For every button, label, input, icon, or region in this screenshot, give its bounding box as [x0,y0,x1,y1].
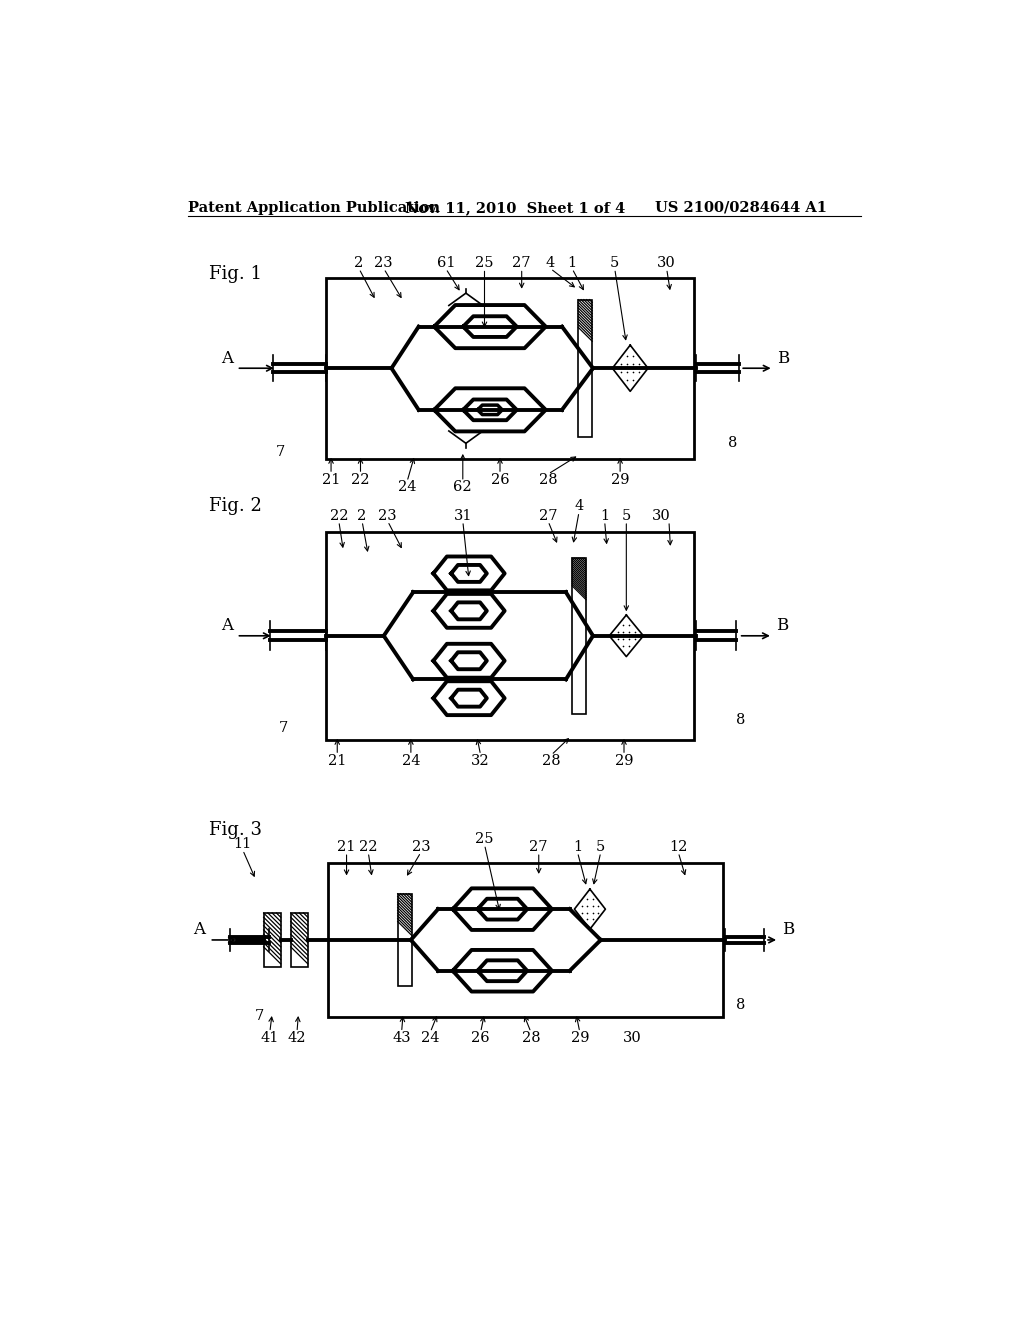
Text: 5: 5 [622,508,631,523]
Text: Patent Application Publication: Patent Application Publication [188,201,440,215]
Text: 23: 23 [378,508,397,523]
Bar [572,558,586,714]
Text: 7: 7 [275,445,285,459]
Text: 27: 27 [539,508,557,523]
Text: 5: 5 [610,256,620,271]
Text: 41: 41 [261,1031,279,1045]
Text: 30: 30 [657,256,676,271]
Text: 2: 2 [357,508,367,523]
Text: 22: 22 [351,473,370,487]
Text: 21: 21 [337,840,355,854]
Text: B: B [782,921,795,939]
Text: A: A [221,618,233,635]
Text: 27: 27 [529,840,548,854]
Text: 4: 4 [546,256,555,271]
Text: 4: 4 [574,499,584,513]
Text: 24: 24 [397,480,416,494]
Text: 31: 31 [454,508,472,523]
Text: 7: 7 [279,721,288,734]
Text: 7: 7 [255,1010,264,1023]
Bar [328,863,723,1016]
Text: 2: 2 [354,256,364,271]
Text: US 2100/0284644 A1: US 2100/0284644 A1 [655,201,827,215]
Text: 23: 23 [412,840,430,854]
Text: 26: 26 [471,1031,489,1045]
Text: 62: 62 [454,480,472,494]
Text: 1: 1 [567,256,577,271]
Bar [326,532,693,739]
Text: 25: 25 [475,256,494,271]
Text: Fig. 2: Fig. 2 [209,498,262,515]
Text: 8: 8 [735,713,744,727]
Text: 28: 28 [539,473,557,487]
Text: 23: 23 [375,256,393,271]
Text: 1: 1 [600,508,609,523]
Text: 28: 28 [521,1031,541,1045]
Text: 61: 61 [436,256,455,271]
Text: Nov. 11, 2010  Sheet 1 of 4: Nov. 11, 2010 Sheet 1 of 4 [406,201,626,215]
Text: 24: 24 [401,754,420,768]
Text: 21: 21 [328,754,346,768]
Text: 29: 29 [570,1031,589,1045]
Text: 30: 30 [623,1031,641,1045]
Text: B: B [776,350,788,367]
Text: 30: 30 [651,508,671,523]
Text: A: A [221,350,233,367]
Bar [397,894,412,986]
Text: B: B [776,618,788,635]
Text: 43: 43 [392,1031,411,1045]
Text: 8: 8 [728,436,737,450]
Text: 27: 27 [512,256,531,271]
Text: 11: 11 [233,837,252,851]
Text: A: A [194,921,206,939]
Text: Fig. 1: Fig. 1 [209,264,262,282]
Text: 32: 32 [471,754,489,768]
Text: 8: 8 [735,998,744,1011]
Text: 1: 1 [573,840,582,854]
Bar [326,277,693,459]
Text: 42: 42 [288,1031,306,1045]
Bar [263,913,281,966]
Bar [291,913,308,966]
Text: 22: 22 [330,508,348,523]
Text: 25: 25 [475,832,494,846]
Text: 26: 26 [490,473,509,487]
Bar [579,300,592,437]
Text: 28: 28 [542,754,560,768]
Text: 5: 5 [596,840,605,854]
Text: 24: 24 [421,1031,439,1045]
Text: 29: 29 [611,473,630,487]
Text: 29: 29 [614,754,633,768]
Text: 22: 22 [359,840,378,854]
Text: Fig. 3: Fig. 3 [209,821,262,838]
Text: 12: 12 [669,840,687,854]
Text: 21: 21 [322,473,340,487]
